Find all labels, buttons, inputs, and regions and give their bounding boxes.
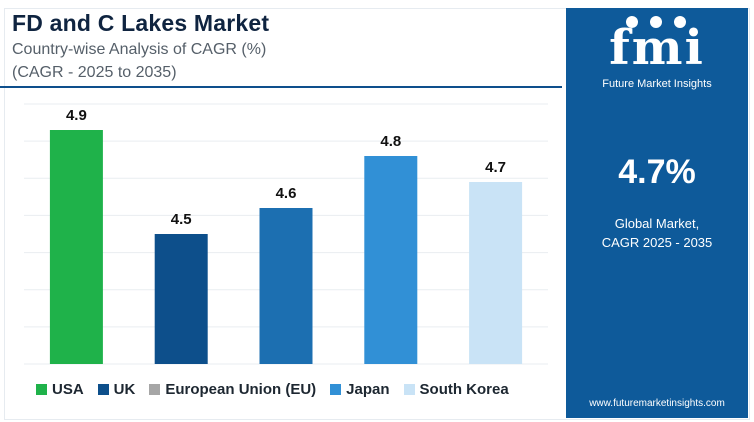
chart-period: (CAGR - 2025 to 2035) — [12, 64, 177, 81]
summary-panel: fmi Future Market Insights 4.7% Global M… — [566, 8, 748, 418]
legend-label: South Korea — [419, 380, 509, 398]
bar-japan — [364, 156, 418, 364]
legend-item-japan: Japan — [330, 380, 390, 398]
bar-usa — [49, 130, 103, 364]
data-label: 4.5 — [171, 211, 192, 228]
bar-uk — [154, 234, 208, 364]
legend-swatch — [36, 383, 47, 395]
legend-item-uk: UK — [97, 380, 136, 398]
website-link[interactable]: www.futuremarketinsights.com — [589, 398, 725, 409]
legend-swatch — [330, 383, 342, 395]
legend-label: European Union (EU) — [165, 380, 317, 398]
legend-label: Japan — [346, 380, 390, 398]
legend-swatch — [403, 383, 415, 395]
page-title: FD and C Lakes Market — [12, 10, 270, 36]
legend-item-eu: European Union (EU) — [149, 381, 316, 398]
bar-european-union-eu — [259, 208, 313, 364]
legend-label: USA — [52, 380, 84, 398]
legend-item-usa: USA — [36, 381, 84, 398]
global-cagr-value: 4.7% — [618, 153, 696, 191]
logo-dots-icon — [626, 16, 686, 28]
legend-label: UK — [113, 380, 136, 398]
chart-legend: USA UK European Union (EU) Japan South K… — [36, 378, 509, 400]
data-label: 4.9 — [66, 107, 87, 124]
legend-swatch — [149, 383, 161, 395]
chart-subtitle: Country-wise Analysis of CAGR (%) — [12, 41, 267, 58]
legend-item-south-korea: South Korea — [403, 380, 509, 398]
data-label: 4.8 — [380, 133, 401, 150]
data-label: 4.7 — [485, 159, 506, 176]
data-label: 4.6 — [276, 185, 297, 202]
logo-tagline: Future Market Insights — [602, 78, 712, 90]
legend-swatch — [97, 383, 109, 395]
bar-chart: 4.9 4.5 4.6 4.8 4.7 — [24, 103, 548, 365]
fmi-logo: fmi — [609, 20, 705, 76]
header-divider — [0, 86, 562, 88]
caption-line-1: Global Market, — [614, 216, 700, 231]
bar-south-korea — [469, 182, 523, 364]
caption-line-2: CAGR 2025 - 2035 — [601, 235, 713, 250]
global-cagr-caption: Global Market, CAGR 2025 - 2035 — [566, 214, 748, 252]
